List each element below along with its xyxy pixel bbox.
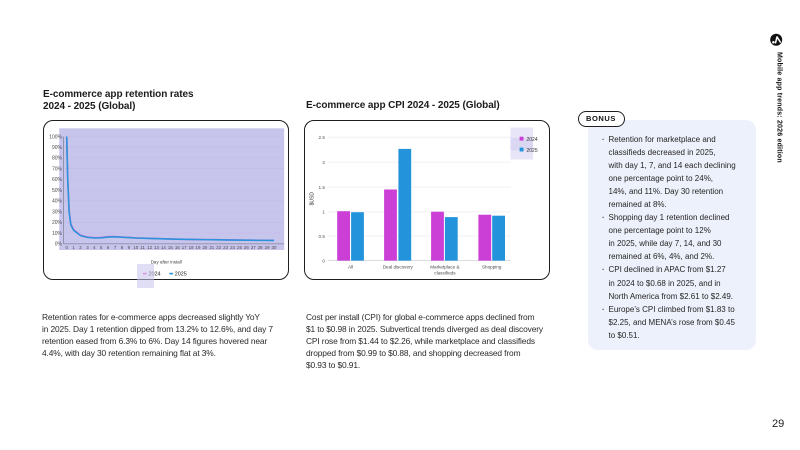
svg-text:21: 21: [209, 244, 214, 249]
svg-text:2024: 2024: [526, 136, 537, 142]
svg-text:60%: 60%: [52, 177, 63, 183]
svg-text:24: 24: [230, 244, 235, 249]
svg-text:Shopping: Shopping: [481, 264, 501, 269]
svg-text:1.5: 1.5: [318, 184, 325, 189]
svg-text:16: 16: [175, 244, 180, 249]
svg-text:12: 12: [147, 244, 152, 249]
svg-text:2: 2: [322, 159, 325, 164]
svg-text:0.5: 0.5: [318, 233, 325, 238]
svg-text:50%: 50%: [52, 187, 63, 193]
svg-text:13: 13: [154, 244, 159, 249]
svg-text:14: 14: [161, 244, 166, 249]
svg-text:11: 11: [140, 244, 145, 249]
svg-text:2024: 2024: [149, 271, 161, 277]
svg-text:23: 23: [223, 244, 228, 249]
svg-text:28: 28: [258, 244, 263, 249]
svg-text:8: 8: [121, 244, 124, 249]
svg-text:0%: 0%: [55, 241, 63, 247]
svg-text:80%: 80%: [52, 155, 63, 161]
svg-text:30%: 30%: [52, 209, 63, 215]
svg-text:18: 18: [189, 244, 194, 249]
svg-text:1: 1: [72, 244, 75, 249]
svg-text:22: 22: [216, 244, 221, 249]
svg-text:1: 1: [322, 209, 325, 214]
svg-text:6: 6: [107, 244, 110, 249]
svg-text:2: 2: [79, 244, 82, 249]
svg-text:$USD: $USD: [309, 191, 315, 205]
svg-text:26: 26: [244, 244, 249, 249]
svg-text:29: 29: [265, 244, 270, 249]
svg-text:19: 19: [196, 244, 201, 249]
svg-text:90%: 90%: [52, 145, 63, 151]
svg-text:3: 3: [86, 244, 89, 249]
svg-text:5: 5: [100, 244, 103, 249]
svg-text:2025: 2025: [526, 147, 537, 153]
svg-text:17: 17: [182, 244, 187, 249]
svg-text:70%: 70%: [52, 166, 63, 172]
svg-text:Deal discovery: Deal discovery: [382, 264, 413, 269]
svg-text:2.5: 2.5: [318, 135, 325, 140]
svg-text:25: 25: [237, 244, 242, 249]
svg-text:30: 30: [272, 244, 277, 249]
svg-text:9: 9: [128, 244, 131, 249]
svg-text:20: 20: [202, 244, 207, 249]
svg-text:27: 27: [251, 244, 256, 249]
svg-text:All: All: [347, 264, 352, 269]
svg-text:classifieds: classifieds: [434, 270, 456, 275]
svg-text:10%: 10%: [52, 230, 63, 236]
svg-text:7: 7: [114, 244, 117, 249]
svg-text:15: 15: [168, 244, 173, 249]
svg-text:Day after install: Day after install: [151, 259, 182, 264]
svg-text:Marketplace &: Marketplace &: [430, 264, 459, 269]
svg-text:0: 0: [65, 244, 68, 249]
svg-text:10: 10: [133, 244, 138, 249]
svg-text:4: 4: [93, 244, 96, 249]
svg-text:100%: 100%: [49, 134, 62, 140]
svg-text:40%: 40%: [52, 198, 63, 204]
svg-text:2025: 2025: [175, 271, 187, 277]
svg-text:20%: 20%: [52, 220, 63, 226]
svg-text:0: 0: [322, 258, 325, 263]
